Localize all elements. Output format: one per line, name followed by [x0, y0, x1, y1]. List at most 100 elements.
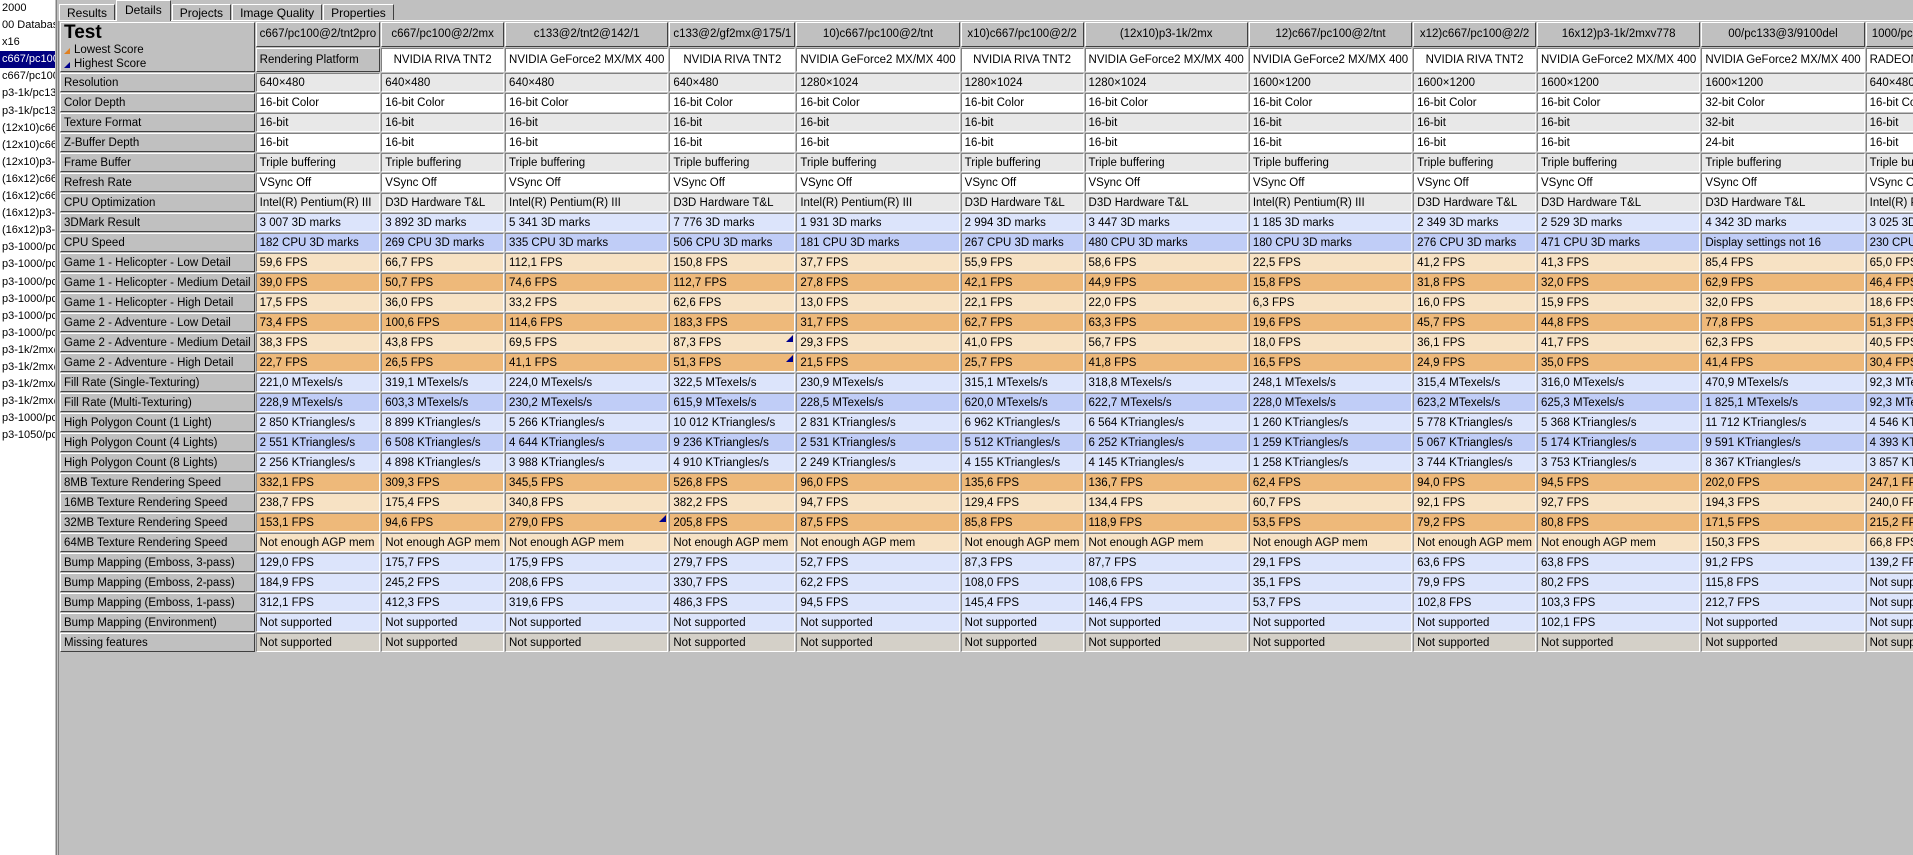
data-cell: 10 012 KTriangles/s	[669, 413, 796, 432]
data-cell: 45,7 FPS	[1413, 313, 1536, 332]
database-list-item[interactable]: (16x12)c667/	[2, 190, 56, 203]
rendering-platform-cell: NVIDIA GeForce2 MX/MX 400	[1701, 47, 1865, 72]
data-cell: 309,3 FPS	[381, 473, 505, 492]
database-list-item[interactable]: p3-1000/pc13	[2, 241, 56, 254]
database-list-item[interactable]: x16	[2, 36, 20, 49]
database-list-item[interactable]: c667/pc1000	[2, 70, 56, 83]
database-list-item[interactable]: p3-1k/2mx/ss	[2, 378, 56, 391]
data-cell: 30,4 FPS	[1865, 353, 1913, 372]
data-cell: 208,6 FPS	[505, 573, 669, 592]
data-cell: 103,3 FPS	[1537, 593, 1701, 612]
data-cell: 279,0 FPS	[505, 513, 669, 532]
database-list-item[interactable]: p3-1050/pc13	[2, 429, 56, 442]
database-list-item[interactable]: p3-1k/pc1330	[2, 104, 56, 117]
database-list-item[interactable]: p3-1k/pc1330	[2, 87, 56, 100]
table-row: Refresh Rate VSync Off VSync Off VSync Off V…	[60, 173, 1913, 192]
column-header-project[interactable]: c133@2/tnt2@142/1	[505, 22, 669, 47]
data-cell: 38,3 FPS	[255, 333, 381, 352]
database-list-item[interactable]: c667/pc1000	[0, 51, 56, 69]
data-cell: 16-bit	[255, 113, 381, 132]
column-header-project[interactable]: x12)c667/pc100@2/2	[1413, 22, 1536, 47]
data-cell: 16-bit	[1537, 133, 1701, 152]
database-list-item[interactable]: p3-1k/2mx@c	[2, 395, 56, 408]
row-label: Rendering Platform	[255, 47, 381, 72]
data-cell: 41,8 FPS	[1084, 353, 1248, 372]
data-cell: 108,0 FPS	[960, 573, 1084, 592]
column-header-project[interactable]: c667/pc100@2/tnt2pro	[255, 22, 381, 47]
data-cell: 21,5 FPS	[796, 353, 960, 372]
column-header-project[interactable]: c667/pc100@2/2mx	[381, 22, 505, 47]
data-cell: 135,6 FPS	[960, 473, 1084, 492]
data-cell: 35,1 FPS	[1248, 573, 1413, 592]
data-cell: 16-bit	[796, 113, 960, 132]
database-list-item[interactable]: p3-1000/pc13	[2, 412, 56, 425]
tab-projects[interactable]: Projects	[171, 4, 232, 23]
data-cell: VSync Off	[1537, 173, 1701, 192]
database-list-item[interactable]: p3-1000/pc13	[2, 309, 56, 322]
data-cell: 4 342 3D marks	[1701, 213, 1865, 232]
data-cell: 471 CPU 3D marks	[1537, 233, 1701, 252]
column-header-project[interactable]: 10)c667/pc100@2/tnt	[796, 22, 960, 47]
data-cell: 5 368 KTriangles/s	[1537, 413, 1701, 432]
data-cell: 4 145 KTriangles/s	[1084, 453, 1248, 472]
data-cell: 6 508 KTriangles/s	[381, 433, 505, 452]
data-cell: 16-bit	[381, 113, 505, 132]
data-cell: 87,3 FPS	[669, 333, 796, 352]
database-list[interactable]: 2000 00 Databases x16 c667/pc1000c667/pc100…	[0, 0, 56, 444]
column-header-project[interactable]: 12)c667/pc100@2/tnt	[1248, 22, 1413, 47]
legend-lowest: Lowest Score	[64, 44, 251, 57]
tab-image-quality[interactable]: Image Quality	[232, 4, 323, 23]
data-cell: 112,7 FPS	[669, 273, 796, 292]
data-cell: 44,9 FPS	[1084, 273, 1248, 292]
database-list-item[interactable]: p3-1000/pc13	[2, 275, 56, 288]
tab-bar[interactable]: Results Details Projects Image Quality Prope…	[59, 0, 395, 23]
row-label: CPU Optimization	[60, 193, 255, 212]
data-cell: 100,6 FPS	[381, 313, 505, 332]
details-grid-container[interactable]: Test Lowest Score Highest Score c667/pc100@…	[58, 20, 1913, 855]
data-cell: Not supported	[669, 633, 796, 652]
table-row: Game 1 - Helicopter - Medium Detail 39,0 …	[60, 273, 1913, 292]
details-comparison-table[interactable]: Test Lowest Score Highest Score c667/pc100@…	[59, 21, 1913, 653]
column-header-project[interactable]: 16x12)p3-1k/2mxv778	[1537, 22, 1701, 47]
database-list-item[interactable]: (16x12)p3-100	[2, 224, 56, 237]
data-cell: 194,3 FPS	[1701, 493, 1865, 512]
database-list-item[interactable]: (12x10)c667/	[2, 121, 56, 134]
data-cell: D3D Hardware T&L	[1413, 193, 1536, 212]
database-list-item[interactable]: p3-1000/pc13	[2, 258, 56, 271]
database-list-item[interactable]: (16x12)p3-1k/	[2, 207, 56, 220]
data-cell: 25,7 FPS	[960, 353, 1084, 372]
database-list-item[interactable]: p3-1000/pc13	[2, 292, 56, 305]
row-label: Bump Mapping (Emboss, 3-pass)	[60, 553, 255, 572]
data-cell: 625,3 MTexels/s	[1537, 393, 1701, 412]
data-cell: 3 857 KTriangles/s	[1865, 453, 1913, 472]
row-label: Game 1 - Helicopter - Medium Detail	[60, 273, 255, 292]
data-cell: 16-bit Color	[1084, 93, 1248, 112]
data-cell: 96,0 FPS	[796, 473, 960, 492]
database-list-item[interactable]: 00 Databases	[2, 19, 56, 32]
database-list-item[interactable]: p3-1k/2mx@9	[2, 343, 56, 356]
data-cell: 4 546 KTriangles/s	[1865, 413, 1913, 432]
data-cell: 1280×1024	[1084, 73, 1248, 92]
data-cell: 180 CPU 3D marks	[1248, 233, 1413, 252]
database-list-item[interactable]: p3-1000/pc13	[2, 326, 56, 339]
database-list-item[interactable]: (16x12)c667/	[2, 172, 56, 185]
data-cell: 62,4 FPS	[1248, 473, 1413, 492]
column-header-project[interactable]: (12x10)p3-1k/2mx	[1084, 22, 1248, 47]
database-list-item[interactable]: 2000	[2, 2, 27, 14]
data-cell: 15,9 FPS	[1537, 293, 1701, 312]
database-list-sidebar[interactable]: 2000 00 Databases x16 c667/pc1000c667/pc100…	[0, 0, 57, 855]
database-list-item[interactable]: (12x10)c667/	[2, 138, 56, 151]
database-list-item[interactable]: p3-1k/2mx@7	[2, 360, 56, 373]
column-header-project[interactable]: x10)c667/pc100@2/2	[960, 22, 1084, 47]
data-cell: 228,5 MTexels/s	[796, 393, 960, 412]
column-header-project[interactable]: c133@2/gf2mx@175/1	[669, 22, 796, 47]
table-row: Bump Mapping (Emboss, 3-pass) 129,0 FPS 17…	[60, 553, 1913, 572]
data-cell: D3D Hardware T&L	[1084, 193, 1248, 212]
database-list-item[interactable]: (12x10)p3-1k/	[2, 155, 56, 168]
table-row: Fill Rate (Multi-Texturing) 228,9 MTexels…	[60, 393, 1913, 412]
tab-details[interactable]: Details	[116, 0, 171, 21]
column-header-project[interactable]: 1000/pc133@3/banshe	[1865, 22, 1913, 47]
column-header-project[interactable]: 00/pc133@3/9100del	[1701, 22, 1865, 47]
data-cell: 102,8 FPS	[1413, 593, 1536, 612]
sidebar-scrollbar[interactable]	[55, 0, 56, 855]
